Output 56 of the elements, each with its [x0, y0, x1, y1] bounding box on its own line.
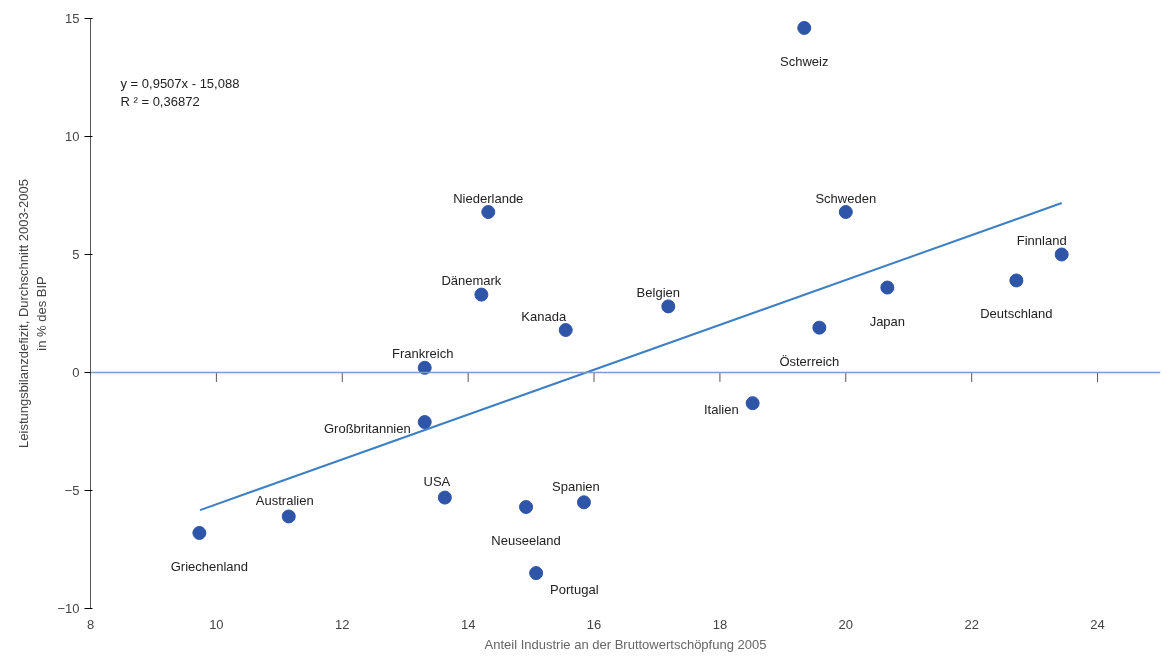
x-tick-label: 16: [586, 616, 602, 632]
point: [797, 20, 812, 35]
point: [661, 299, 676, 314]
x-tick-label: 12: [335, 616, 350, 632]
annotation: Dänemark: [441, 273, 502, 289]
annotation: Belgien: [636, 284, 680, 300]
point: [880, 280, 895, 295]
point: [437, 490, 452, 505]
x-tick-label: 24: [1090, 616, 1105, 632]
annotation: Japan: [869, 313, 906, 329]
annotation: USA: [423, 474, 451, 490]
y-tick-label: 15: [65, 11, 80, 26]
point: [481, 205, 496, 220]
x-tick-label: 8: [86, 616, 95, 632]
annotation: Schweiz: [780, 53, 829, 69]
annotation: Österreich: [779, 353, 840, 369]
annotation: Frankreich: [392, 346, 454, 362]
point: [417, 360, 432, 375]
annotation: Finnland: [1016, 233, 1067, 248]
annotation: Niederlande: [453, 190, 524, 206]
point: [519, 500, 534, 515]
annotation: Neuseeland: [491, 533, 561, 549]
annotation: Deutschland: [980, 306, 1053, 322]
point: [529, 566, 544, 581]
point: [745, 396, 760, 411]
point: [417, 415, 432, 430]
y-tick-label: −10: [57, 601, 80, 616]
point: [281, 509, 296, 524]
point: [838, 205, 853, 220]
annotation: Spanien: [552, 478, 600, 494]
point: [1054, 247, 1069, 262]
x-axis-title: Anteil Industrie an der Bruttowertschöpfung 2005: [484, 636, 767, 652]
x-tick-label: 20: [838, 616, 854, 632]
x-tick-label: 22: [964, 616, 979, 632]
point: [558, 323, 573, 338]
annotation: Portugal: [550, 581, 599, 597]
annotation: Italien: [703, 401, 739, 417]
annotation: Griechenland: [170, 558, 249, 574]
point: [1009, 273, 1024, 288]
point: [576, 495, 591, 510]
annotation: Kanada: [521, 308, 567, 324]
y-tick-label: 5: [72, 247, 80, 262]
annotation: Schweden: [815, 190, 877, 206]
point: [474, 287, 489, 302]
annotation: Großbritannien: [324, 420, 411, 436]
point: [812, 320, 827, 335]
x-tick-label: 10: [209, 616, 224, 632]
y-tick-label: −5: [64, 483, 80, 498]
point: [192, 525, 207, 540]
annotation: Australien: [255, 492, 314, 508]
x-tick-label: 18: [712, 616, 728, 632]
y-tick-label: 0: [72, 365, 80, 380]
x-tick-label: 14: [460, 616, 476, 632]
y-axis-title: Leistungsbilanzdefizit, Durchschnitt 2003-2005 in % des BIP: [16, 179, 50, 448]
annotation: y = 0,9507x - 15,088 R ² = 0,36872: [120, 75, 240, 109]
y-tick-label: 10: [65, 129, 80, 144]
